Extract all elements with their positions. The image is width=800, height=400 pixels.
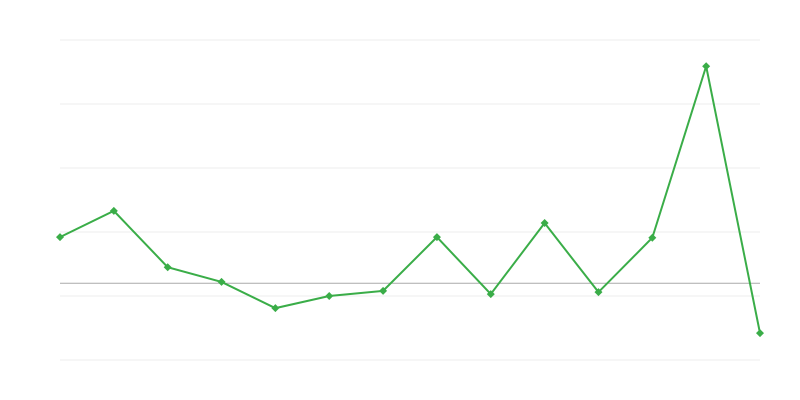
- marker: [56, 233, 64, 242]
- marker: [432, 233, 441, 242]
- marker: [379, 286, 388, 295]
- marker: [163, 263, 172, 272]
- marker: [325, 292, 334, 300]
- marker: [756, 329, 764, 338]
- marker: [109, 206, 118, 215]
- marker: [486, 290, 495, 299]
- marker: [594, 288, 603, 297]
- marker: [648, 233, 657, 242]
- marker: [540, 219, 549, 228]
- marker: [271, 304, 280, 313]
- line: [59, 65, 761, 334]
- marker: [217, 277, 226, 286]
- marker: [702, 62, 711, 71]
